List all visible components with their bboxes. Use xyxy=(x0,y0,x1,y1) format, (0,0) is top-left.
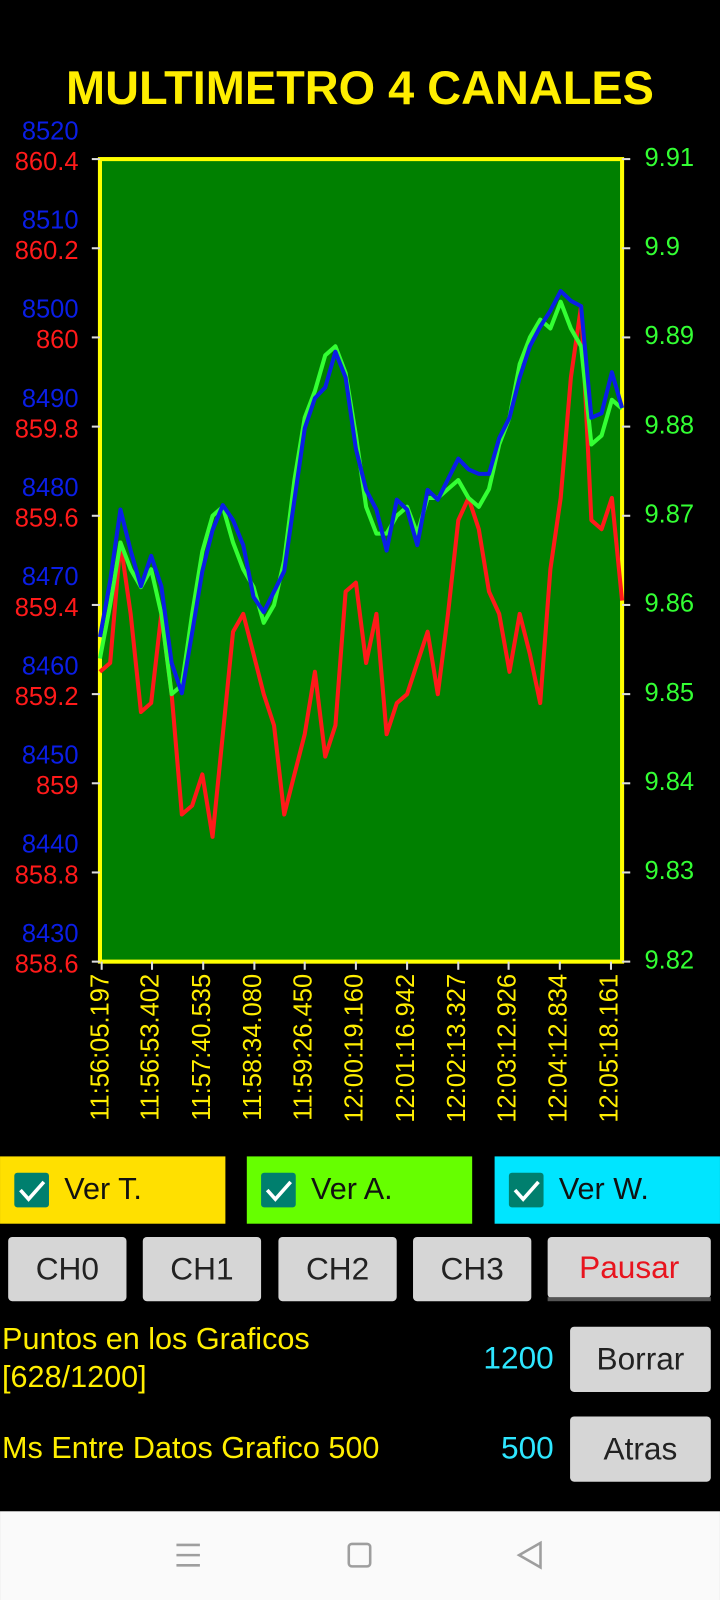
y-tick-label: 858.8 xyxy=(15,861,79,889)
checkbox[interactable]: Ver W. xyxy=(494,1156,720,1224)
y-tick-label: 860.2 xyxy=(15,237,79,265)
nav-back[interactable] xyxy=(516,1540,542,1570)
button-label: CH0 xyxy=(36,1250,99,1286)
y-tick-label: 8430 xyxy=(22,920,79,948)
y-tick-label: 860 xyxy=(36,326,79,354)
button-bg xyxy=(278,1236,397,1302)
button-label: CH3 xyxy=(441,1250,504,1286)
y-tick-label: 9.83 xyxy=(645,857,695,885)
plot-area xyxy=(97,157,625,964)
y-tick-label: 858.6 xyxy=(15,950,79,978)
y-tick-label: 9.91 xyxy=(645,144,695,172)
button-bg xyxy=(142,1236,262,1302)
y-tick-label: 8460 xyxy=(22,652,79,680)
channel-button[interactable]: CH1 xyxy=(142,1236,262,1302)
plot: 858.6 858.8 859 859.2 859.4 859.6 859.8 860 860.… xyxy=(15,117,694,1122)
y-tick-label: 9.88 xyxy=(645,411,695,439)
app-title: MULTIMETRO 4 CANALES xyxy=(66,62,654,114)
x-tick-label: 11:56:05.197 xyxy=(86,974,114,1121)
y-tick-label: 9.86 xyxy=(645,590,695,618)
x-tick-label: 12:00:19.160 xyxy=(341,974,369,1123)
nav-bar xyxy=(0,1511,720,1600)
channel-button[interactable]: CH0 xyxy=(8,1236,127,1302)
checkbox-label: Ver A. xyxy=(311,1172,393,1206)
pause-button[interactable]: Pausar xyxy=(547,1236,711,1302)
y-tick-label: 9.82 xyxy=(645,946,695,974)
x-tick-label: 12:03:12.926 xyxy=(493,974,521,1123)
button-label: CH1 xyxy=(170,1250,233,1286)
y-tick-label: 9.84 xyxy=(645,768,695,796)
button-bg xyxy=(570,1416,711,1482)
checkbox[interactable]: Ver A. xyxy=(246,1156,473,1224)
checkbox[interactable]: Ver T. xyxy=(0,1156,226,1224)
y-tick-label: 8500 xyxy=(22,296,79,324)
channel-button[interactable]: CH3 xyxy=(413,1236,532,1302)
back-button[interactable]: Atras xyxy=(570,1416,711,1482)
y-tick-label: 8450 xyxy=(22,742,79,770)
y-tick-label: 859 xyxy=(36,772,79,800)
y-tick-label: 9.87 xyxy=(645,501,695,529)
y-tick-label: 9.89 xyxy=(645,322,695,350)
interval-label: Ms Entre Datos Grafico 500 xyxy=(2,1431,379,1465)
series-line xyxy=(97,288,625,696)
button-bg xyxy=(413,1236,532,1302)
x-tick-label: 12:02:13.327 xyxy=(443,974,471,1123)
x-tick-label: 12:04:12.834 xyxy=(545,974,573,1123)
nav-home[interactable] xyxy=(347,1542,372,1568)
button-label: Borrar xyxy=(597,1341,685,1377)
y-tick-label: 859.6 xyxy=(15,505,79,533)
x-tick-label: 11:57:40.535 xyxy=(188,974,216,1121)
clear-button[interactable]: Borrar xyxy=(570,1326,711,1392)
nav-menu[interactable] xyxy=(176,1543,200,1567)
button-label: Pausar xyxy=(579,1249,679,1285)
series-line xyxy=(98,304,625,839)
check-mark xyxy=(513,1180,540,1202)
y-tick-label: 8510 xyxy=(22,206,79,234)
y-tick-label: 9.85 xyxy=(645,679,695,707)
checkbox-label: Ver W. xyxy=(559,1172,649,1206)
y-tick-label: 859.8 xyxy=(15,415,79,443)
y-tick-label: 8440 xyxy=(22,831,79,859)
points-value[interactable]: 1200 xyxy=(483,1340,553,1376)
y-tick-label: 859.4 xyxy=(15,594,79,622)
check-mark xyxy=(19,1180,46,1202)
check-mark xyxy=(265,1180,292,1202)
points-label: Puntos en los Graficos xyxy=(2,1322,310,1356)
y-tick-label: 8490 xyxy=(22,385,79,413)
x-tick-label: 11:59:26.450 xyxy=(289,974,317,1121)
button-label: Atras xyxy=(604,1430,678,1466)
checkbox-box xyxy=(261,1172,296,1208)
button-bg xyxy=(570,1326,711,1392)
y-tick-label: 8480 xyxy=(22,474,79,502)
y-tick-label: 8520 xyxy=(22,117,79,145)
channel-button[interactable]: CH2 xyxy=(278,1236,397,1302)
y-tick-label: 860.4 xyxy=(15,148,79,176)
checkbox-box xyxy=(508,1172,544,1208)
x-tick-label: 12:05:18.161 xyxy=(596,974,624,1123)
y-tick-label: 859.2 xyxy=(15,683,79,711)
points-label: [628/1200] xyxy=(2,1360,147,1394)
x-tick-label: 11:56:53.402 xyxy=(137,974,165,1121)
controls: Ver T. Ver A. Ver W. CH0 CH1 CH2 CH3 Pausar Punt… xyxy=(0,1156,720,1482)
y-tick-label: 8470 xyxy=(22,563,79,591)
x-tick-label: 11:58:34.080 xyxy=(239,974,267,1121)
button-bg xyxy=(547,1236,711,1299)
button-shadow xyxy=(547,1297,711,1302)
y-tick-label: 9.9 xyxy=(645,233,680,261)
checkbox-box xyxy=(14,1172,49,1208)
checkbox-label: Ver T. xyxy=(64,1172,142,1206)
nav-icons xyxy=(176,1540,542,1570)
x-tick-label: 12:01:16.942 xyxy=(392,974,420,1123)
button-bg xyxy=(8,1236,127,1302)
button-label: CH2 xyxy=(306,1250,369,1286)
interval-value[interactable]: 500 xyxy=(501,1429,554,1465)
